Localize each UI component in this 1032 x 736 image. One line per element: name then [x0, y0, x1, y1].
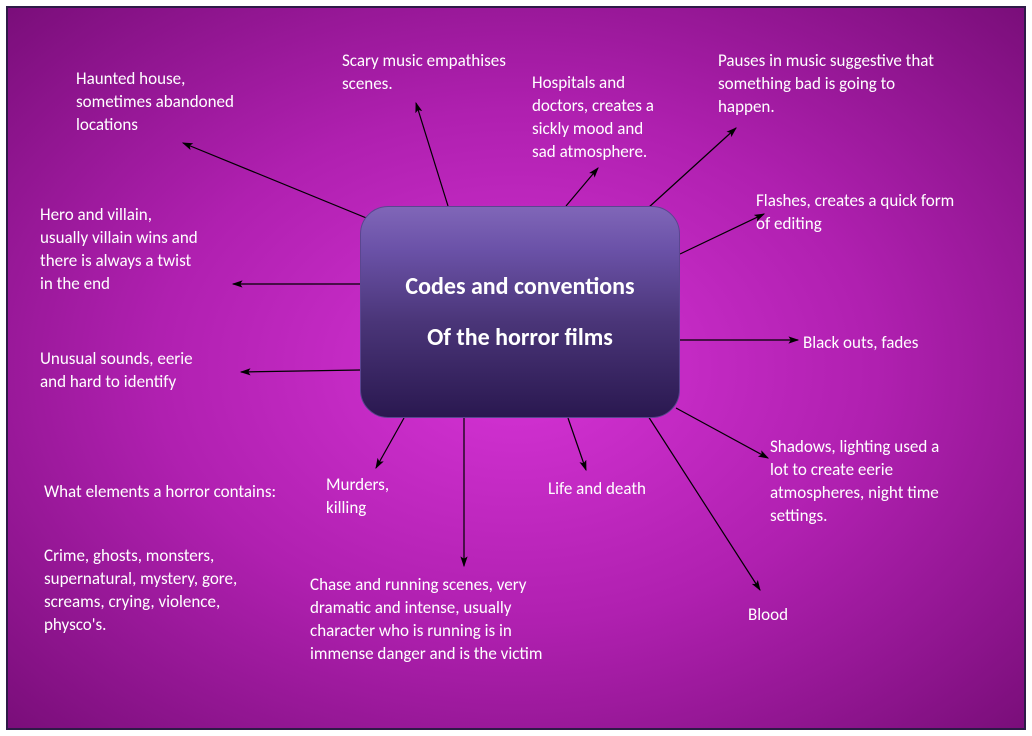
node-hero: Hero and villain, usually villain wins a…	[40, 204, 270, 296]
node-blood: Blood	[748, 604, 868, 627]
arrow-life-death	[568, 418, 586, 470]
center-title-line1: Codes and conventions	[405, 272, 634, 301]
arrow-blood	[648, 416, 760, 590]
elements-title: What elements a horror contains:	[44, 481, 284, 504]
node-blackouts: Black outs, fades	[803, 332, 983, 355]
node-haunted: Haunted house, sometimes abandoned locat…	[76, 68, 296, 137]
node-hospitals: Hospitals and doctors, creates a sickly …	[532, 72, 712, 164]
node-pauses: Pauses in music suggestive that somethin…	[718, 50, 1018, 119]
node-chase: Chase and running scenes, very dramatic …	[310, 574, 630, 666]
diagram-canvas: Codes and conventions Of the horror film…	[6, 6, 1026, 730]
node-life-death: Life and death	[548, 478, 708, 501]
elements-block: What elements a horror contains: Crime, …	[44, 458, 284, 660]
center-title-line2: Of the horror films	[427, 323, 613, 352]
node-murders: Murders, killing	[326, 474, 446, 520]
arrow-murders	[376, 418, 404, 468]
arrow-flashes	[680, 214, 764, 254]
node-flashes: Flashes, creates a quick form of editing	[756, 190, 1016, 236]
arrow-shadows	[676, 408, 768, 458]
elements-body: Crime, ghosts, monsters, supernatural, m…	[44, 545, 284, 637]
arrow-scary-music	[416, 103, 448, 206]
node-unusual: Unusual sounds, eerie and hard to identi…	[40, 348, 260, 394]
node-shadows: Shadows, lighting used a lot to create e…	[770, 436, 1010, 528]
center-topic: Codes and conventions Of the horror film…	[360, 206, 680, 418]
arrow-hospitals	[566, 168, 598, 206]
